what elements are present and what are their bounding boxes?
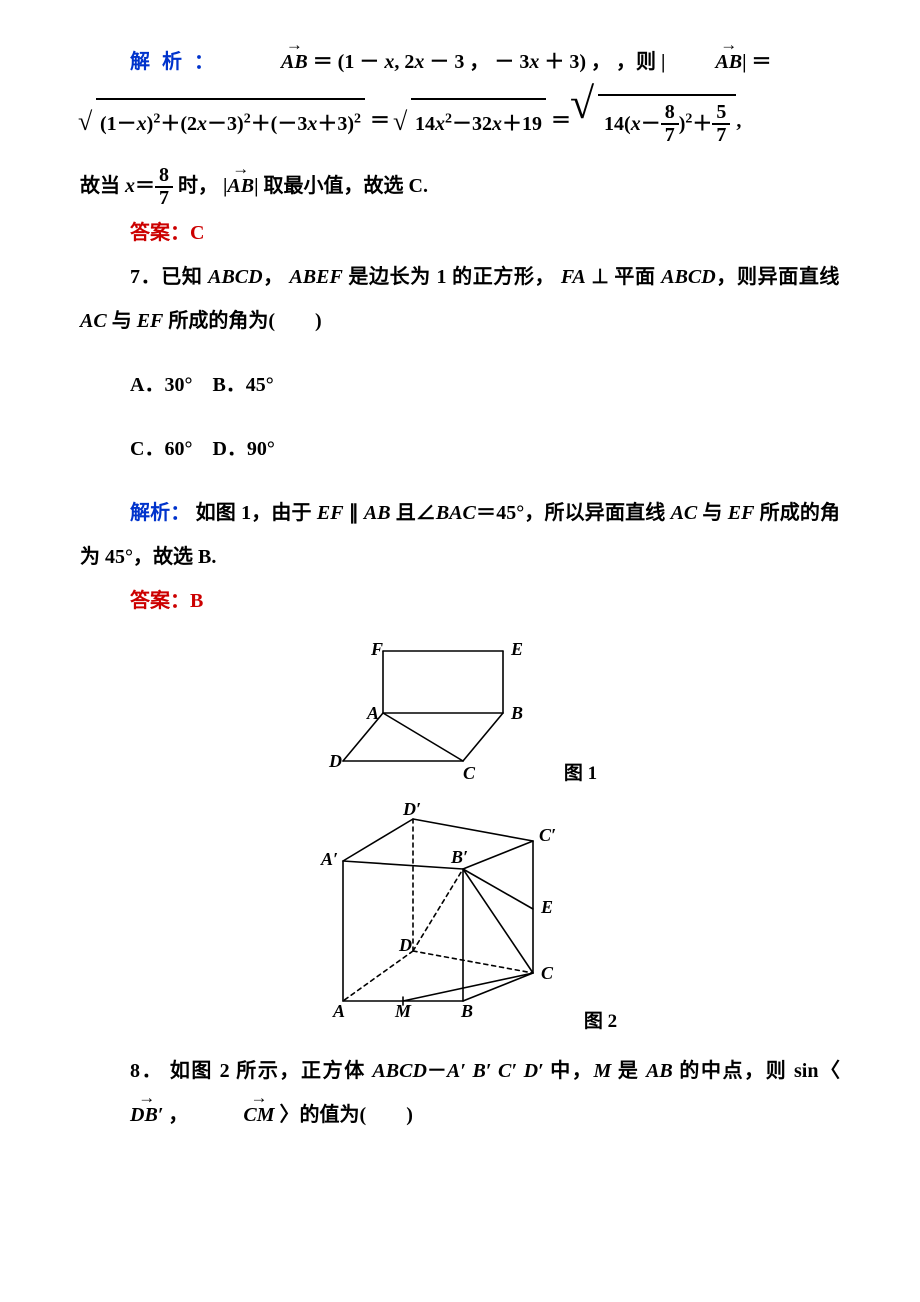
sol6-line3: 故当 x＝87 时， |AB| 取最小值，故选 C. (80, 164, 840, 210)
answer-label-7: 答案： (130, 590, 190, 612)
radical-3: 14(x－87)2＋57 (576, 94, 736, 150)
sol6-line2: (1－x)2＋(2x－3)2＋(－3x＋3)2 ＝ 14x2－32x＋19 ＝ … (80, 94, 840, 150)
svg-text:C′: C′ (539, 825, 556, 845)
q7-solution: 解析： 如图 1，由于 EF ∥ AB 且∠BAC＝45°，所以异面直线 AC … (80, 491, 840, 579)
radical-2: 14x2－32x＋19 (395, 98, 546, 146)
svg-text:B: B (460, 1001, 473, 1021)
answer-6: C (190, 222, 204, 244)
analysis-label: 解析： (130, 51, 226, 73)
abs-ab-close: | ＝ (742, 51, 771, 73)
figure-1-svg: F E A B D C (323, 633, 553, 783)
frac-8-7: 87 (155, 165, 173, 211)
figure-2-caption: 图 2 (584, 1012, 617, 1031)
svg-text:A: A (332, 1001, 345, 1021)
q7-opt-d: D．90° (212, 438, 274, 460)
reach-min: 取最小值，故选 C. (264, 175, 428, 197)
figure-2-svg: D′ C′ A′ B′ E D C A M B (303, 801, 573, 1031)
vector-CM: CM (193, 1105, 274, 1125)
q7-answer: 答案：B (80, 579, 840, 623)
figure-2-wrap: D′ C′ A′ B′ E D C A M B 图 2 (80, 801, 840, 1031)
svg-text:D: D (328, 751, 342, 771)
radical-1: (1－x)2＋(2x－3)2＋(－3x＋3)2 (80, 98, 365, 146)
svg-text:E: E (540, 897, 553, 917)
figure-1-caption: 图 1 (564, 764, 597, 783)
q7-stem: 7．已知 ABCD， ABEF 是边长为 1 的正方形， FA ⊥ 平面 ABC… (80, 255, 840, 343)
svg-text:C: C (463, 763, 476, 783)
q7-opt-b: B．45° (212, 374, 273, 396)
svg-text:D′: D′ (402, 801, 421, 819)
vector-DBprime: DB′ (80, 1105, 163, 1125)
equals-2: ＝ (551, 110, 571, 132)
equals-1: ＝ (370, 110, 390, 132)
q8-stem: 8． 如图 2 所示，正方体 ABCD－A′ B′ C′ D′ 中，M 是 AB… (80, 1049, 840, 1137)
analysis-label-7: 解析： (130, 502, 190, 524)
svg-text:A: A (366, 703, 379, 723)
vector-AB: AB (231, 52, 308, 72)
svg-text:B′: B′ (450, 847, 468, 867)
vector-AB-3: AB (227, 176, 254, 196)
svg-text:B: B (510, 703, 523, 723)
figure-1-wrap: F E A B D C 图 1 (80, 633, 840, 783)
svg-text:C: C (541, 963, 554, 983)
sol6-line1: 解析： AB ＝ (1 － x, 2x － 3 ， － 3x ＋ 3) ， ，则… (80, 40, 840, 84)
q7-number: 7． (130, 266, 161, 288)
svg-text:E: E (510, 639, 523, 659)
sol6-answer: 答案：C (80, 211, 840, 255)
svg-text:A′: A′ (320, 849, 338, 869)
therefore-pre: 故当 (80, 175, 125, 197)
q7-opt-c: C．60° (130, 438, 192, 460)
q8-number: 8． (130, 1060, 163, 1082)
expr-ab-components: ＝ (1 － x, 2x － 3 ， － 3x ＋ 3) ， (313, 51, 611, 73)
svg-text:F: F (370, 639, 383, 659)
answer-7: B (190, 590, 203, 612)
q7-options-row2: C．60° D．90° (80, 427, 840, 471)
x-var: x (125, 175, 135, 197)
q7-options-row1: A．30° B．45° (80, 363, 840, 407)
then-text: ，则 (616, 51, 656, 73)
when-text: 时， (178, 175, 218, 197)
svg-text:M: M (394, 1001, 412, 1021)
svg-text:D: D (398, 935, 412, 955)
q7-opt-a: A．30° (130, 374, 192, 396)
answer-label-6: 答案： (130, 222, 190, 244)
vector-AB-2: AB (665, 52, 742, 72)
